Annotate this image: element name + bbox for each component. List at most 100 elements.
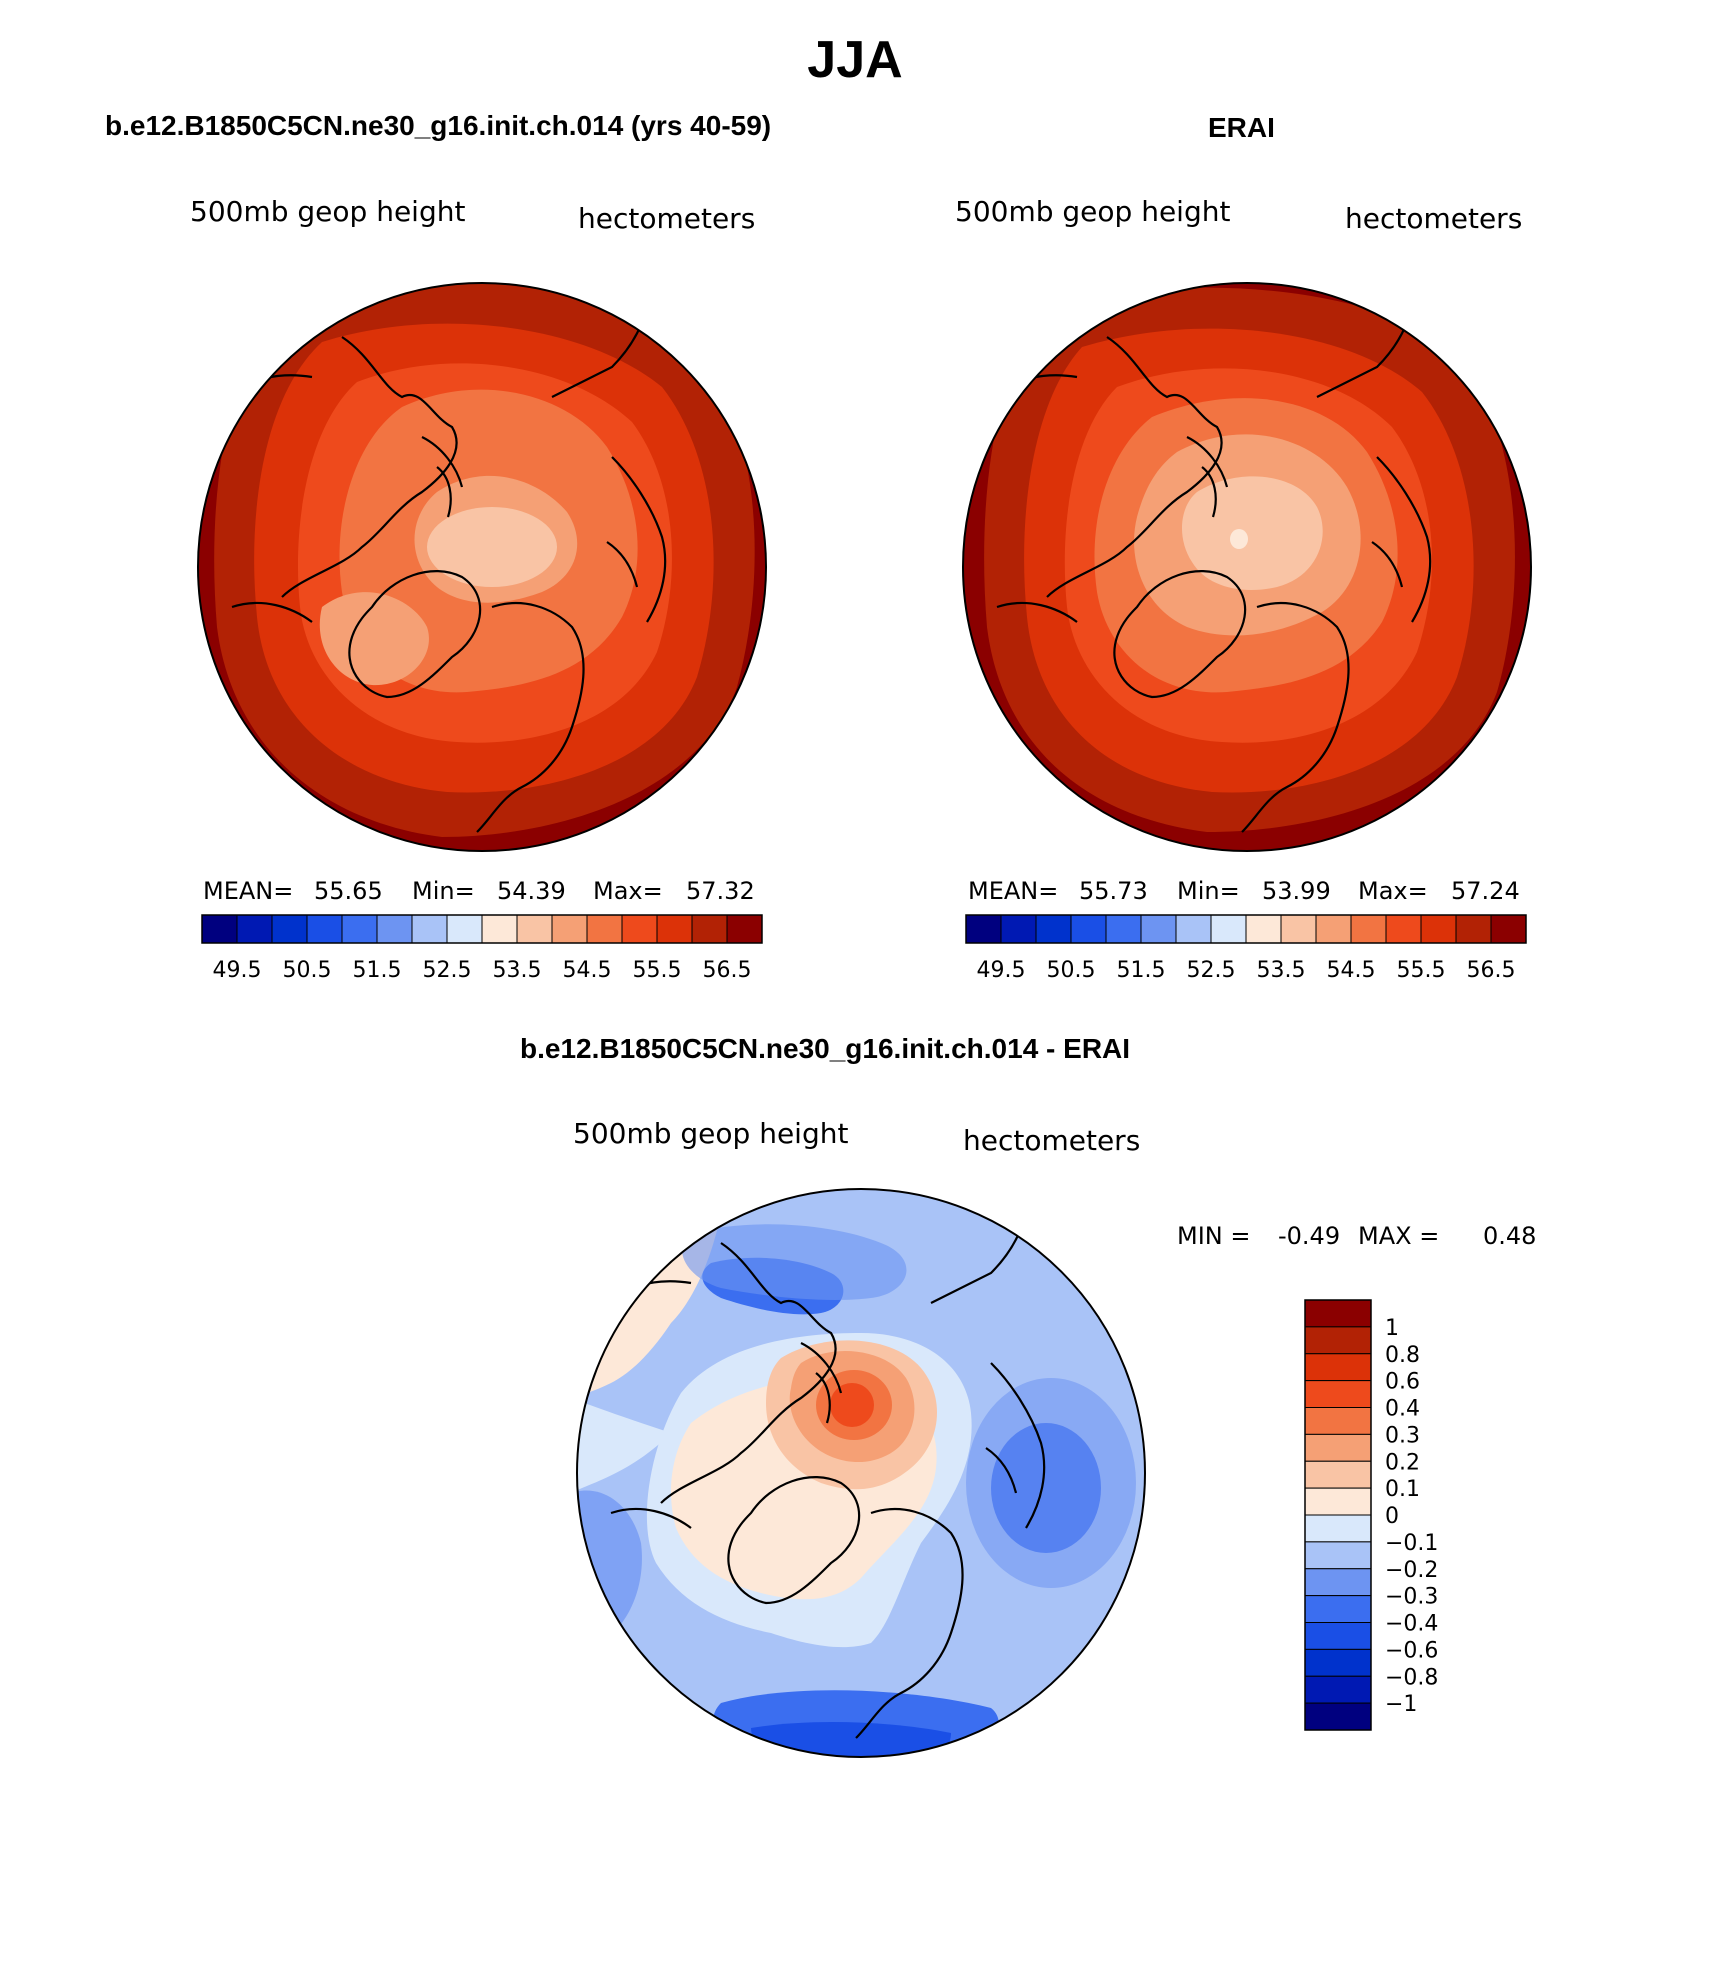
- colorbar-tick-label: 0.1: [1385, 1477, 1420, 1502]
- panel-3-max-label: MAX =: [1358, 1222, 1440, 1250]
- colorbar-swatch: [1304, 1648, 1372, 1677]
- colorbar-swatch: [1420, 914, 1457, 944]
- colorbar-tick-label: 0: [1385, 1504, 1399, 1529]
- colorbar-tick-label: 56.5: [703, 958, 752, 983]
- colorbar-tick-label: 51.5: [353, 958, 402, 983]
- diff-band-neg-0.2-east: [966, 1378, 1136, 1588]
- colorbar-swatch: [1304, 1353, 1372, 1382]
- panel-3-map: [576, 1188, 1146, 1758]
- panel-2-units: hectometers: [1345, 202, 1523, 235]
- colorbar-swatch: [1000, 914, 1037, 944]
- colorbar-swatch: [1304, 1702, 1372, 1731]
- panel-1-map: [197, 282, 767, 852]
- colorbar-frame: [201, 914, 763, 944]
- colorbar-swatch: [1304, 1541, 1372, 1570]
- panel-2-map: [962, 282, 1532, 852]
- colorbar-swatch: [965, 914, 1002, 944]
- colorbar-tick-label: 0.4: [1385, 1397, 1420, 1422]
- coastlines: [986, 306, 1432, 833]
- colorbar-tick-label: 54.5: [1327, 958, 1376, 983]
- colorbar-swatch: [1304, 1675, 1372, 1704]
- colorbar-swatch: [1304, 1380, 1372, 1408]
- colorbar-swatch: [1315, 914, 1352, 944]
- colorbar-swatch: [1304, 1595, 1372, 1623]
- colorbar-swatch: [236, 914, 273, 944]
- colorbar-swatch: [1304, 1568, 1372, 1597]
- panel-3-min-label: MIN =: [1177, 1222, 1251, 1250]
- colorbar-swatch: [1304, 1326, 1372, 1355]
- colorbar-tick-label: 54.5: [563, 958, 612, 983]
- colorbar-swatch: [1245, 914, 1282, 944]
- colorbar-swatch: [1304, 1487, 1372, 1516]
- colorbar-tick-label: 55.5: [633, 958, 682, 983]
- panel-1-mean: 55.65: [314, 877, 383, 905]
- diff-band-0.4: [830, 1383, 874, 1427]
- colorbar-swatch: [1105, 914, 1142, 944]
- panel-2-title: ERAI: [1208, 112, 1275, 143]
- colorbar-swatch: [726, 914, 763, 944]
- colorbar-swatch: [376, 914, 413, 944]
- panel-1-mean-label: MEAN=: [203, 877, 294, 905]
- colorbar-tick-label: 53.5: [493, 958, 542, 983]
- colorbar-tick-label: 53.5: [1257, 958, 1306, 983]
- panel-3-variable: 500mb geop height: [573, 1117, 849, 1150]
- colorbar-swatch: [1490, 914, 1527, 944]
- colorbar-swatch: [1210, 914, 1247, 944]
- colorbar-tick-label: 50.5: [283, 958, 332, 983]
- colorbar-tick-label: 49.5: [977, 958, 1026, 983]
- panel-1-max: 57.32: [686, 877, 755, 905]
- colorbar-tick-label: 0.8: [1385, 1343, 1420, 1368]
- colorbar-tick-label: 50.5: [1047, 958, 1096, 983]
- contour-band-53.5: [1181, 476, 1323, 590]
- colorbar-tick-label: 49.5: [213, 958, 262, 983]
- panel-3-units: hectometers: [963, 1124, 1141, 1157]
- colorbar-tick-label: 55.5: [1397, 958, 1446, 983]
- colorbar-swatch: [656, 914, 693, 944]
- diff-band-neg-0.1: [577, 1398, 671, 1493]
- colorbar-swatch: [691, 914, 728, 944]
- colorbar-swatch: [1304, 1407, 1372, 1435]
- colorbar-swatch: [516, 914, 553, 944]
- colorbar-tick-label: 1: [1385, 1316, 1399, 1341]
- panel-1-colorbar: 49.5 50.5 51.5 52.5 53.5 54.5 55.5 56.5: [201, 914, 763, 983]
- colorbar-tick-label: 56.5: [1467, 958, 1516, 983]
- colorbar-swatch: [1304, 1622, 1372, 1650]
- colorbar-swatch: [621, 914, 658, 944]
- panel-1-min: 54.39: [497, 877, 566, 905]
- colorbar-swatch: [201, 914, 238, 944]
- panel-2-min-label: Min=: [1177, 877, 1240, 905]
- panel-2-max: 57.24: [1451, 877, 1520, 905]
- colorbar-frame: [1304, 1299, 1372, 1731]
- colorbar-swatch: [341, 914, 378, 944]
- colorbar-swatch: [1070, 914, 1107, 944]
- panel-2-mean: 55.73: [1079, 877, 1148, 905]
- contour-band-53.5: [427, 507, 557, 587]
- panel-2-mean-label: MEAN=: [968, 877, 1059, 905]
- contour-band-54-low: [319, 592, 429, 686]
- colorbar-tick-label: −0.4: [1385, 1612, 1438, 1637]
- colorbar-swatch: [411, 914, 448, 944]
- colorbar-swatch: [1035, 914, 1072, 944]
- panel-3-title: b.e12.B1850C5CN.ne30_g16.init.ch.014 - E…: [520, 1033, 1131, 1064]
- colorbar-tick-label: −0.1: [1385, 1531, 1438, 1556]
- diff-band-neg-0.2-top: [682, 1224, 907, 1300]
- colorbar-frame: [965, 914, 1527, 944]
- colorbar-swatch: [1304, 1433, 1372, 1462]
- panel-3-max: 0.48: [1483, 1222, 1537, 1250]
- colorbar-tick-label: 0.3: [1385, 1423, 1420, 1448]
- panel-1-units: hectometers: [578, 202, 756, 235]
- colorbar-tick-label: 51.5: [1117, 958, 1166, 983]
- colorbar-swatch: [1304, 1460, 1372, 1489]
- panel-1-min-label: Min=: [412, 877, 475, 905]
- colorbar-swatch: [551, 914, 588, 944]
- panel-1-title: b.e12.B1850C5CN.ne30_g16.init.ch.014 (yr…: [105, 110, 772, 141]
- panel-2-max-label: Max=: [1358, 877, 1428, 905]
- colorbar-swatch: [586, 914, 623, 944]
- panel-2-min: 53.99: [1262, 877, 1331, 905]
- colorbar-swatch: [271, 914, 308, 944]
- colorbar-swatch: [1304, 1299, 1372, 1328]
- panel-2-variable: 500mb geop height: [955, 195, 1231, 228]
- colorbar-tick-label: −1: [1385, 1692, 1417, 1717]
- colorbar-tick-label: −0.3: [1385, 1585, 1438, 1610]
- colorbar-swatch: [446, 914, 483, 944]
